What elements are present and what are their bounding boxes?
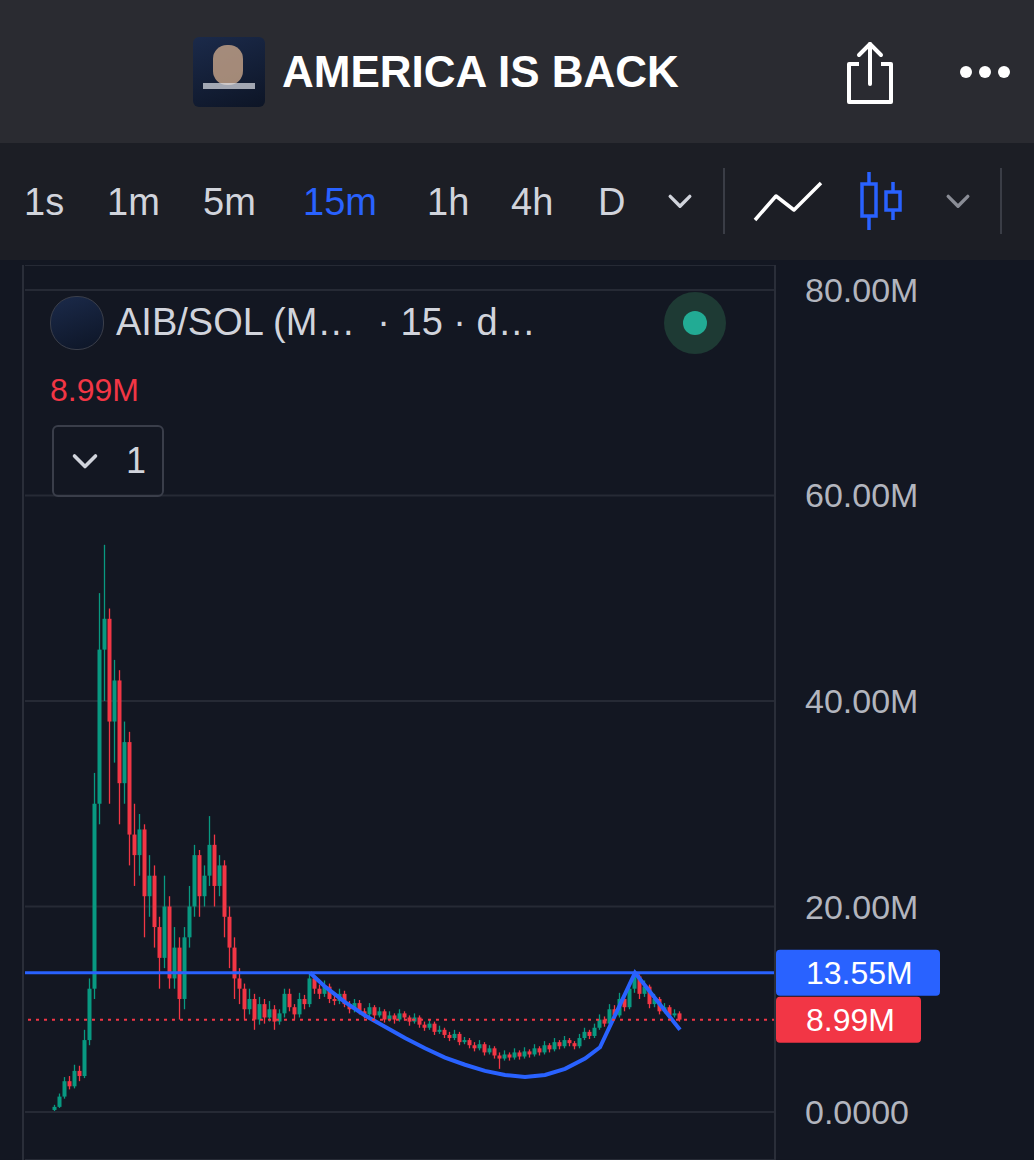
svg-text:40.00M: 40.00M [805,682,918,720]
svg-text:0.0000: 0.0000 [805,1093,909,1131]
html-text:1m: 1m [107,181,160,223]
html-text:D: D [598,181,626,223]
svg-text:13.55M: 13.55M [806,955,913,991]
html-text:1s: 1s [24,181,65,223]
svg-text:60.00M: 60.00M [805,476,918,514]
html-text:15m: 15m [303,181,377,223]
html-text:1: 1 [126,440,146,481]
svg-text:20.00M: 20.00M [805,888,918,926]
html-text:· 15 · d…: · 15 · d… [377,301,536,343]
html-text:5m: 5m [203,181,256,223]
html-text:AMERICA IS BACK: AMERICA IS BACK [282,47,679,96]
html-text:4h: 4h [511,181,554,223]
html-text:AIB/SOL (M…: AIB/SOL (M… [116,301,356,343]
svg-text:80.00M: 80.00M [805,271,918,309]
html-text:1h: 1h [427,181,470,223]
html-text:8.99M: 8.99M [50,372,139,408]
svg-text:8.99M: 8.99M [806,1002,895,1038]
